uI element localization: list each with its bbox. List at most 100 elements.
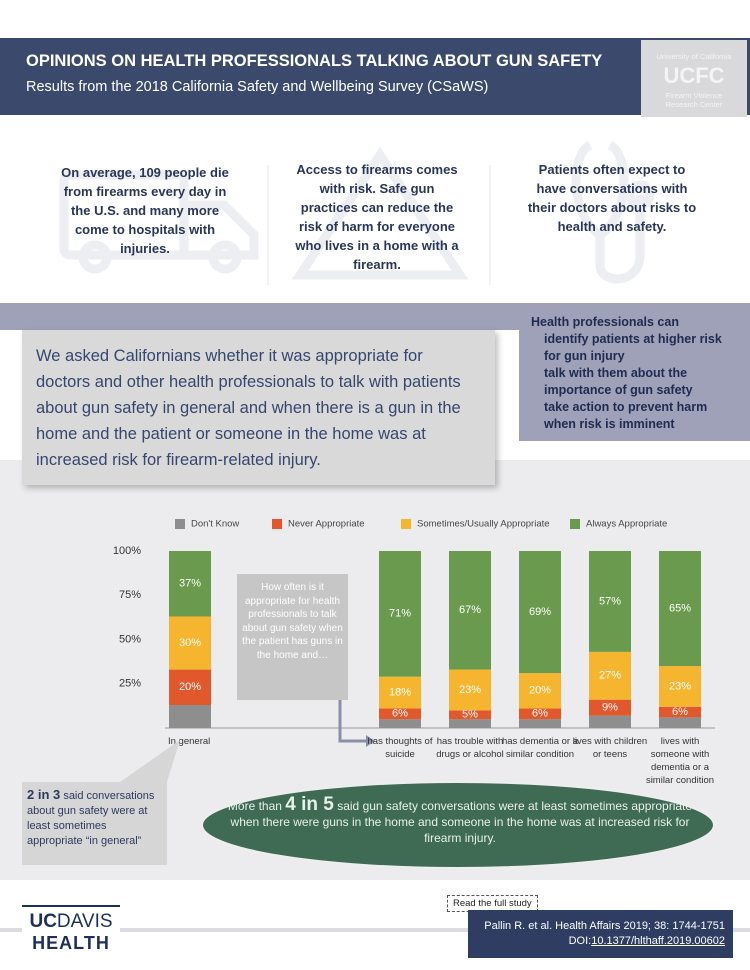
callout-general: 2 in 3 said conversations about gun safe… [27,787,162,849]
x-tick-label: has dementia or a similar condition [501,736,579,760]
legend-label: Always Appropriate [586,519,667,530]
value-label: 67% [459,604,481,616]
legend-label: Don't Know [191,519,239,530]
value-label: 30% [179,637,201,649]
bar-segment [169,669,211,705]
bar-segment [519,708,561,720]
value-label: 57% [599,595,621,607]
callout-text: said gun safety conversations were at le… [230,799,693,845]
logo-uc: UC [29,911,57,932]
bar-segment [449,551,491,670]
value-label: 6% [672,706,688,718]
value-label: 5% [462,709,478,721]
chart: 25% 50% 75% 100% Don't Know Never Appropriate… [0,480,750,800]
logo-institution: University of California [656,52,732,61]
bar-segment [379,708,421,720]
bar-segment [449,719,491,728]
value-label: 20% [179,681,201,693]
logo-name: UCFC [663,63,725,88]
x-tick-label: lives with someone with dementia or a si… [645,736,715,786]
bar-segment [589,715,631,728]
value-label: 65% [669,602,691,614]
doi-prefix: DOI: [568,935,592,947]
value-label: 18% [389,687,411,699]
y-tick-label: 75% [119,589,141,601]
roles-box: Health professionals can identify patien… [519,303,750,441]
bar-segment [169,616,211,670]
ucdavis-logo: UCDAVIS HEALTH [22,905,120,959]
bar-segment [659,666,701,707]
fact-text: On average, 109 people die from firearms… [61,165,229,256]
legend-label: Sometimes/Usually Appropriate [417,519,550,530]
role-item: talk with them about the importance of g… [544,366,693,397]
callout-text: said conversations about gun safety were… [27,790,155,847]
fact-icons [59,140,655,285]
value-label: 9% [602,702,618,714]
logo-health: HEALTH [32,933,110,953]
callout-risk: More than 4 in 5 said gun safety convers… [225,794,695,846]
bar-segment [169,704,211,728]
bar-segment [449,669,491,711]
x-tick-label: In general [168,736,211,747]
callout-highlight: 2 in 3 [27,787,61,802]
y-tick-label: 100% [113,545,141,557]
chart-svg: 25% 50% 75% 100% Don't Know Never Appropriate… [113,519,715,747]
title: OPINIONS ON HEALTH PROFESSIONALS TALKING… [26,52,603,70]
legend-swatch [175,519,185,529]
y-tick-label: 25% [119,678,141,690]
citation: Pallin R. et al. Health Affairs 2019; 38… [484,920,725,932]
legend-swatch [272,519,282,529]
role-item: take action to prevent harm when risk is… [544,400,708,431]
annotation: How often is it appropriate for health p… [242,582,343,661]
fact-text: Access to firearms comes with risk. Safe… [295,162,459,272]
bar-segment [589,651,631,700]
arrow-head [366,735,375,747]
citation-box: Pallin R. et al. Health Affairs 2019; 38… [468,910,733,958]
bar-segment [519,551,561,674]
callout-prefix: More than [227,799,282,813]
y-tick-label: 50% [119,633,141,645]
callout-highlight: 4 in 5 [285,794,334,815]
question-box: We asked Californians whether it was app… [22,330,495,485]
legend-swatch [401,519,411,529]
bar-segment [449,710,491,720]
value-label: 20% [529,685,551,697]
bar-segment [659,717,701,728]
x-tick-label: has trouble with drugs or alcohol [436,736,504,760]
callout-bg [22,740,180,865]
x-tick-label: lives with children or teens [572,736,648,760]
value-label: 23% [669,680,691,692]
value-label: 23% [459,684,481,696]
bar-segment [379,719,421,728]
ellipse-shape [201,781,715,869]
roles-intro: Health professionals can [531,315,679,329]
callout-arrow [338,700,368,743]
value-label: 37% [179,578,201,590]
logo-davis: DAVIS [56,911,113,932]
bar-segment [379,551,421,677]
fact-text: Patients often expect to have conversati… [527,162,697,234]
value-label: 69% [529,606,551,618]
doi-link[interactable]: 10.1377/hlthaff.2019.00602 [591,935,725,947]
bar-segment [169,551,211,617]
bar-segment [589,699,631,716]
x-tick-label: has thoughts of suicide [367,736,433,760]
bar-segment [659,551,701,667]
value-label: 6% [532,708,548,720]
value-label: 71% [389,608,411,620]
bar-segment [379,676,421,709]
logo-box: University of California UCFC Firearm Vi… [641,40,747,117]
legend-label: Never Appropriate [288,519,365,530]
legend-swatch [570,519,580,529]
logo-center: Firearm Violence Research Center [665,91,723,109]
role-item: identify patients at higher risk for gun… [544,332,722,363]
callout-shape [22,740,180,865]
subtitle: Results from the 2018 California Safety … [26,79,489,95]
value-label: 27% [599,670,621,682]
value-label: 6% [392,708,408,720]
bar-segment [519,719,561,728]
bar-segment [519,673,561,709]
bar-segment [659,706,701,718]
bar-segment [589,551,631,652]
